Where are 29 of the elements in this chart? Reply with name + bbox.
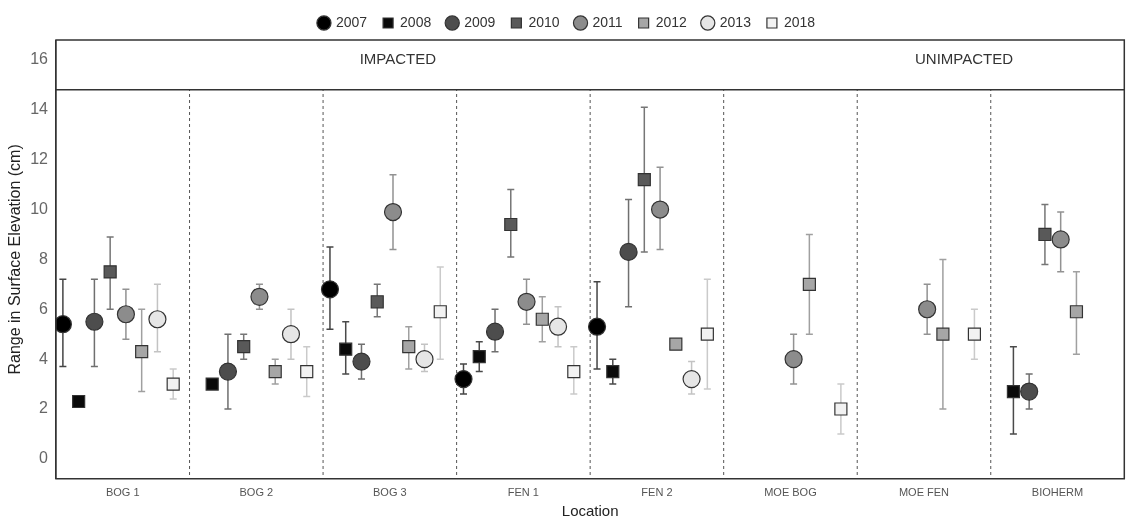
x-tick-label: BOG 3 [373, 486, 407, 499]
legend-label: 2012 [655, 13, 687, 30]
x-tick-label: BIOHERM [1031, 486, 1084, 499]
annotation: UNIMPACTED [915, 50, 1014, 68]
y-tick-label: 0 [39, 449, 49, 467]
x-tick-label: BOG 2 [239, 486, 274, 499]
y-tick-label: 8 [39, 249, 49, 267]
legend-label: 2018 [783, 13, 816, 30]
x-tick-label: FEN 2 [641, 486, 673, 499]
legend-label: 2008 [400, 13, 432, 30]
annotation: IMPACTED [359, 50, 437, 68]
x-tick-label: BOG 1 [105, 486, 140, 499]
y-axis-title: Range in Surface Elevation (cm) [6, 144, 24, 375]
y-tick-label: 14 [30, 100, 49, 118]
y-tick-label: 6 [39, 299, 49, 317]
legend-label: 2013 [719, 13, 752, 30]
legend-label: 2011 [592, 13, 623, 30]
x-tick-label: FEN 1 [507, 486, 539, 499]
y-tick-label: 2 [39, 399, 49, 417]
x-axis-title: Location [561, 502, 619, 520]
legend-label: 2010 [528, 13, 560, 30]
y-tick-label: 12 [30, 150, 49, 168]
legend-label: 2009 [464, 13, 496, 30]
y-tick-label: 4 [39, 349, 49, 367]
y-tick-label: 16 [30, 50, 49, 68]
y-tick-label: 10 [30, 199, 49, 217]
legend-label: 2007 [335, 13, 368, 30]
x-tick-label: MOE FEN [898, 486, 950, 499]
x-tick-label: MOE BOG [764, 486, 817, 499]
